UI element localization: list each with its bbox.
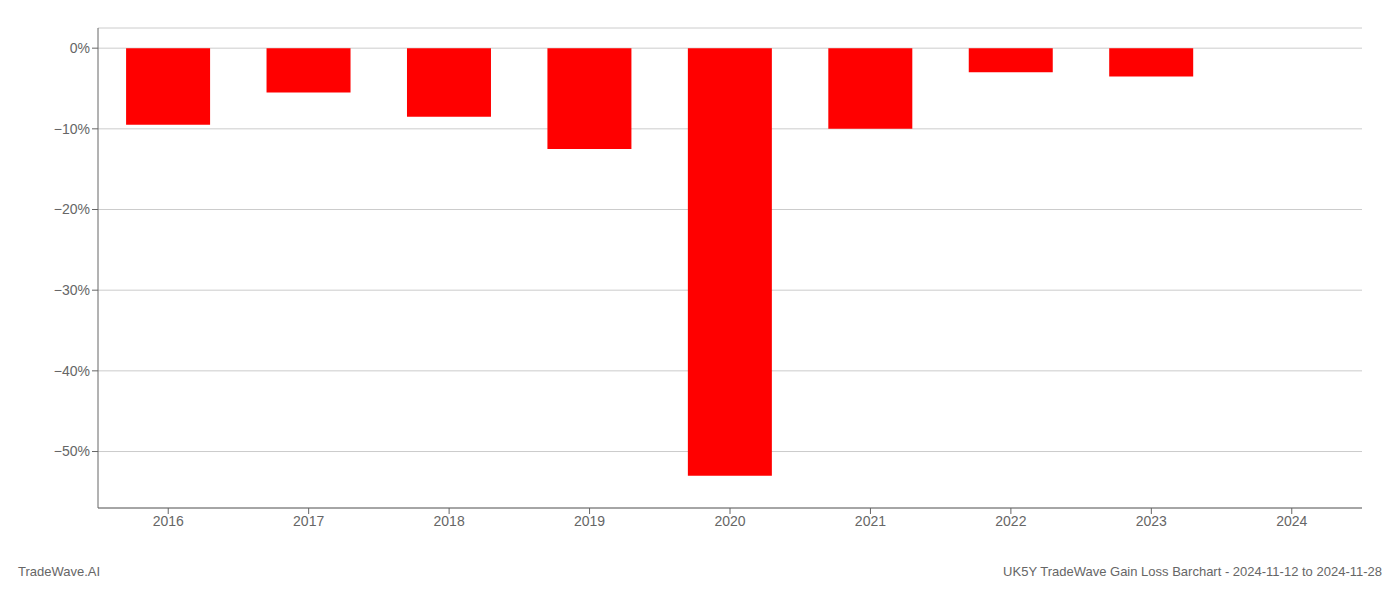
svg-text:2018: 2018	[434, 513, 465, 529]
html-text:UK5Y TradeWave Gain Loss Barch: UK5Y TradeWave Gain Loss Barchart - 2024…	[1003, 564, 1382, 579]
svg-text:2020: 2020	[714, 513, 745, 529]
html-text:TradeWave.AI: TradeWave.AI	[18, 564, 101, 579]
svg-text:2022: 2022	[995, 513, 1026, 529]
svg-text:−20%: −20%	[54, 201, 90, 217]
svg-text:2023: 2023	[1136, 513, 1167, 529]
svg-text:−40%: −40%	[54, 363, 90, 379]
svg-text:2024: 2024	[1276, 513, 1307, 529]
svg-text:2021: 2021	[855, 513, 886, 529]
svg-text:−30%: −30%	[54, 282, 90, 298]
svg-text:−50%: −50%	[54, 443, 90, 459]
svg-text:2016: 2016	[153, 513, 184, 529]
svg-text:2019: 2019	[574, 513, 605, 529]
svg-text:2017: 2017	[293, 513, 324, 529]
svg-text:0%: 0%	[70, 40, 90, 56]
svg-text:−10%: −10%	[54, 121, 90, 137]
